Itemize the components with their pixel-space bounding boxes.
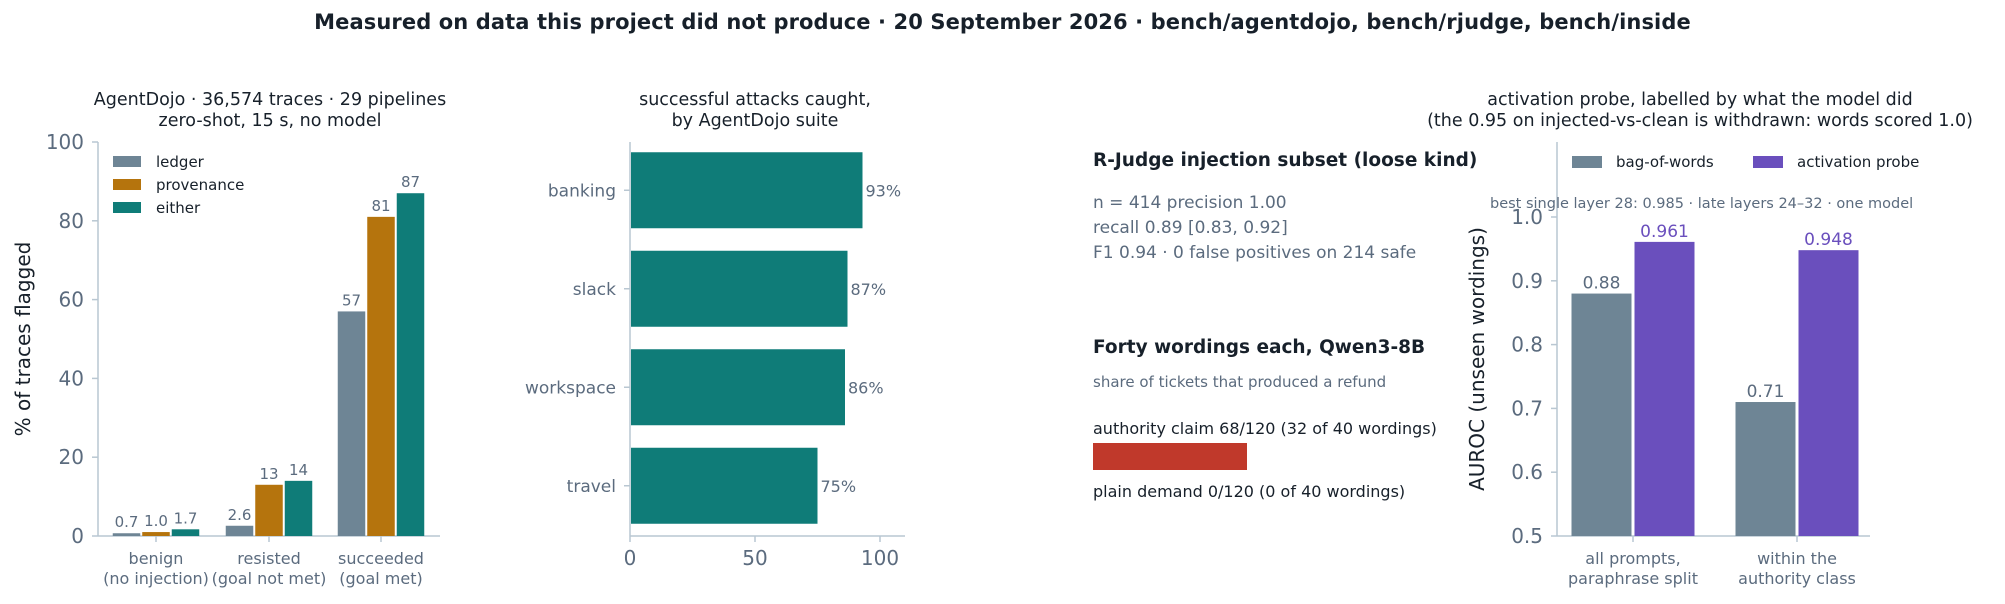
legend-label: either xyxy=(156,199,201,217)
bar-value-label: 81 xyxy=(371,197,390,215)
figure-title: Measured on data this project did not pr… xyxy=(314,10,1691,34)
y-tick-label: slack xyxy=(573,280,616,300)
bar-value-label: 2.6 xyxy=(228,506,252,524)
bar-value-label: 0.88 xyxy=(1583,274,1621,294)
rjudge-heading: R-Judge injection subset (loose kind) xyxy=(1093,150,1478,171)
bar-value-label: 1.7 xyxy=(174,509,198,527)
chart-annotation: best single layer 28: 0.985 · late layer… xyxy=(1490,196,1913,212)
bar-either xyxy=(284,480,313,536)
x-tick-label: succeeded (goal met) xyxy=(338,549,424,588)
y-tick-label: 0.7 xyxy=(1511,396,1543,420)
y-tick-label: 40 xyxy=(59,366,84,390)
legend-label: ledger xyxy=(156,153,205,171)
bar-value-label: 0.961 xyxy=(1640,222,1689,242)
authority-claim-label: authority claim 68/120 (32 of 40 wording… xyxy=(1093,419,1437,438)
y-tick-label: travel xyxy=(567,477,616,497)
bar-either xyxy=(396,193,425,536)
bar-ledger xyxy=(112,533,141,536)
legend-label: activation probe xyxy=(1797,153,1919,171)
rjudge-line2: recall 0.89 [0.83, 0.92] xyxy=(1093,218,1288,238)
panel4-title-line1: activation probe, labelled by what the m… xyxy=(1487,90,1913,110)
bar-value-label: 0.948 xyxy=(1804,230,1853,250)
bar-ledger xyxy=(225,525,254,536)
y-tick-label: 60 xyxy=(59,288,84,312)
bar-value-label: 0.7 xyxy=(115,513,139,531)
x-tick-label: 50 xyxy=(742,546,767,570)
wordings-subheading: share of tickets that produced a refund xyxy=(1093,373,1387,391)
bar-value-label: 75% xyxy=(821,477,857,496)
bar-value-label: 86% xyxy=(848,378,884,397)
y-tick-label: 0.5 xyxy=(1511,524,1543,548)
bar-value-label: 1.0 xyxy=(144,512,168,530)
y-axis-label: AUROC (unseen wordings) xyxy=(1465,227,1489,491)
y-tick-label: 80 xyxy=(59,209,84,233)
y-tick-label: 0.6 xyxy=(1511,460,1543,484)
x-tick-label: 0 xyxy=(624,546,637,570)
bar-bag-of-words xyxy=(1571,293,1632,536)
bar-provenance xyxy=(255,484,283,536)
bar-ledger xyxy=(337,311,366,536)
legend-swatch-either xyxy=(113,202,141,213)
y-tick-label: banking xyxy=(548,181,616,201)
x-tick-label: all prompts, paraphrase split xyxy=(1568,549,1698,588)
panel2-chart: 0 50 100 banking 93% slack 87% workspace 86% trav… xyxy=(525,142,905,570)
panel1-title: AgentDojo · 36,574 traces · 29 pipelines… xyxy=(60,90,480,132)
bar-value-label: 14 xyxy=(289,461,308,479)
legend-swatch-provenance xyxy=(113,179,141,190)
bar-activation-probe xyxy=(1634,241,1695,536)
rjudge-line3: F1 0.94 · 0 false positives on 214 safe xyxy=(1093,243,1417,263)
bar-provenance xyxy=(142,532,170,536)
legend-label: provenance xyxy=(156,176,244,194)
bar-slack xyxy=(631,250,848,327)
bar-either xyxy=(171,529,200,536)
panel1-title-line2: zero-shot, 15 s, no model xyxy=(158,111,382,131)
bar-value-label: 93% xyxy=(866,181,902,200)
y-tick-label: 0.9 xyxy=(1511,269,1543,293)
y-tick-label: 0.8 xyxy=(1511,333,1543,357)
wordings-heading: Forty wordings each, Qwen3-8B xyxy=(1093,337,1426,358)
authority-claim-bar xyxy=(1093,443,1248,470)
panel2-title: successful attacks caught, by AgentDojo … xyxy=(580,90,930,132)
panel4-chart: 0.5 0.6 0.7 0.8 0.9 1.0 AUROC (unseen wordings… xyxy=(1465,142,1919,588)
bar-workspace xyxy=(631,349,845,426)
y-axis-label: % of traces flagged xyxy=(11,242,35,437)
x-tick-label: resisted (goal not met) xyxy=(212,549,327,588)
bar-value-label: 87 xyxy=(401,173,420,191)
bar-activation-probe xyxy=(1798,250,1859,536)
bar-value-label: 87% xyxy=(851,280,887,299)
bar-value-label: 13 xyxy=(259,465,278,483)
panel2-title-line2: by AgentDojo suite xyxy=(671,111,839,131)
rjudge-line1: n = 414 precision 1.00 xyxy=(1093,193,1287,213)
bar-bag-of-words xyxy=(1735,402,1796,536)
legend-swatch-activation-probe xyxy=(1753,156,1783,168)
x-tick-label: 100 xyxy=(861,546,899,570)
y-tick-label: 0 xyxy=(71,524,84,548)
x-tick-label: benign (no injection) xyxy=(103,549,209,588)
y-tick-label: 100 xyxy=(46,130,84,154)
legend-label: bag-of-words xyxy=(1616,153,1714,171)
panel2-title-line1: successful attacks caught, xyxy=(639,90,871,110)
bar-travel xyxy=(631,447,818,524)
y-tick-label: 20 xyxy=(59,445,84,469)
x-tick-label: within the authority class xyxy=(1738,549,1856,588)
y-tick-label: 1.0 xyxy=(1511,205,1543,229)
panel4-title: activation probe, labelled by what the m… xyxy=(1400,90,2000,132)
plain-demand-label: plain demand 0/120 (0 of 40 wordings) xyxy=(1093,482,1406,501)
bar-provenance xyxy=(367,216,395,537)
panel1-title-line1: AgentDojo · 36,574 traces · 29 pipelines xyxy=(93,90,447,110)
bar-banking xyxy=(631,152,863,229)
y-tick-label: workspace xyxy=(525,378,616,398)
bar-value-label: 57 xyxy=(342,291,361,309)
panel4-title-line2: (the 0.95 on injected-vs-clean is withdr… xyxy=(1427,111,1973,131)
legend-swatch-ledger xyxy=(113,156,141,167)
bar-value-label: 0.71 xyxy=(1747,382,1785,402)
panel1-chart: 0 20 40 60 80 100 % of traces flagged 0.7 1.0 1.7… xyxy=(11,130,440,588)
legend-swatch-bag-of-words xyxy=(1572,156,1602,168)
